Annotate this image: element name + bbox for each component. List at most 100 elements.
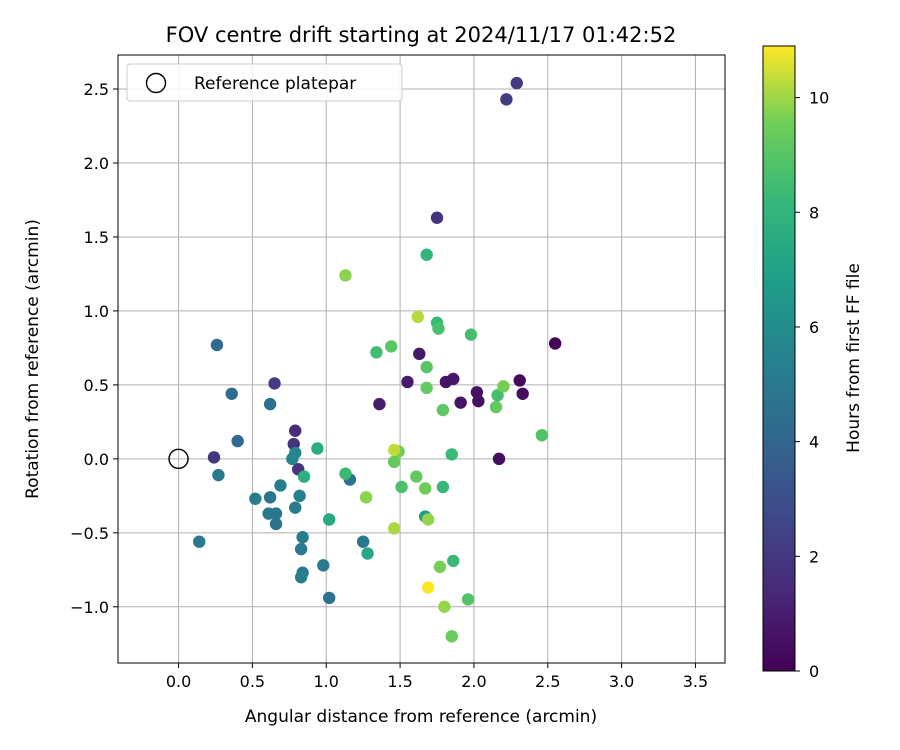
x-tick-label: 2.0 (461, 672, 486, 691)
scatter-point (359, 491, 373, 504)
plot-frame (117, 54, 726, 664)
chart-title: FOV centre drift starting at 2024/11/17 … (166, 23, 677, 47)
y-axis-label: Rotation from reference (arcmin) (23, 219, 43, 499)
colorbar: 0 2 4 6 8 10 Hours from first FF file (762, 45, 864, 681)
scatter-point (548, 337, 562, 350)
scatter-point (289, 501, 302, 514)
scatter-point (317, 559, 330, 572)
scatter-point (489, 400, 503, 414)
scatter-point (420, 381, 433, 395)
colorbar-tick-label: 2 (809, 547, 819, 566)
legend-box (126, 63, 403, 102)
scatter-point (249, 492, 262, 505)
scatter-point (373, 397, 386, 411)
scatter-point (445, 630, 458, 643)
scatter-point (420, 248, 433, 261)
scatter-point (387, 443, 401, 457)
scatter-point (269, 517, 283, 531)
scatter-point (210, 338, 224, 352)
reference-platepar-marker (168, 448, 189, 470)
scatter-point (370, 346, 383, 359)
scatter-point (339, 269, 352, 282)
scatter-point (385, 340, 398, 353)
scatter-point (535, 428, 549, 442)
y-axis-ticks: −1.0 −0.5 0.0 0.5 1.0 1.5 2.0 2.5 (70, 80, 118, 617)
scatter-point (268, 377, 281, 390)
scatter-point (387, 522, 401, 535)
scatter-point (413, 347, 426, 361)
scatter-point (472, 394, 485, 408)
colorbar-tick-label: 10 (809, 89, 829, 108)
x-tick-label: 1.0 (314, 672, 339, 691)
scatter-point (433, 560, 447, 574)
scatter-point (356, 535, 370, 548)
scatter-point (430, 211, 444, 224)
scatter-point (500, 93, 513, 106)
scatter-point (491, 389, 504, 402)
x-tick-label: 0.5 (240, 672, 265, 691)
scatter-point (418, 482, 432, 495)
y-tick-label: −0.5 (70, 524, 109, 543)
colorbar-tick-label: 6 (809, 318, 819, 337)
scatter-point (297, 470, 311, 483)
scatter-point (438, 600, 451, 613)
scatter-point (445, 448, 458, 461)
scatter-point (293, 489, 306, 503)
y-tick-label: 0.5 (84, 376, 109, 395)
scatter-point (464, 328, 478, 341)
scatter-point (387, 455, 401, 469)
scatter-point (513, 374, 526, 387)
scatter-point (454, 396, 467, 409)
x-tick-label: 3.0 (609, 672, 634, 691)
scatter-point (516, 387, 529, 400)
scatter-point (225, 387, 238, 400)
scatter-point (289, 424, 302, 437)
y-tick-label: 0.0 (84, 450, 109, 469)
scatter-point (212, 468, 225, 482)
scatter-point (436, 480, 450, 494)
scatter-point (289, 446, 302, 460)
colorbar-label: Hours from first FF file (844, 263, 864, 453)
scatter-point (361, 547, 374, 560)
legend: Reference platepar (126, 63, 403, 102)
y-tick-label: −1.0 (70, 598, 109, 617)
scatter-point (339, 467, 352, 480)
scatter-point (322, 513, 336, 526)
colorbar-ticks: 0 2 4 6 8 10 (795, 89, 829, 681)
colorbar-tick-label: 8 (809, 203, 819, 222)
reference-marker (168, 448, 189, 470)
legend-marker-open-circle (145, 72, 167, 94)
y-tick-label: 1.5 (84, 228, 109, 247)
scatter-point (497, 380, 510, 393)
scatter-point (461, 593, 475, 606)
scatter-point (231, 434, 244, 448)
scatter-point (432, 322, 445, 335)
scatter-point (296, 531, 309, 544)
scatter-point (510, 76, 523, 90)
scatter-point (421, 513, 435, 526)
scatter-point (395, 480, 408, 494)
x-tick-label: 0.0 (166, 672, 191, 691)
scatter-point (411, 310, 425, 324)
colorbar-tick-label: 4 (809, 433, 819, 452)
scatter-point (447, 554, 460, 568)
x-tick-label: 1.5 (387, 672, 412, 691)
scatter-point (294, 570, 308, 584)
scatter-point (274, 479, 287, 492)
y-tick-label: 1.0 (84, 302, 109, 321)
scatter-point (421, 581, 435, 594)
scatter-point (263, 397, 277, 411)
scatter-point (410, 470, 423, 483)
scatter-point (294, 542, 308, 556)
scatter-point (263, 491, 277, 504)
x-axis-ticks: 0.0 0.5 1.0 1.5 2.0 2.5 3.0 3.5 (166, 663, 708, 691)
scatter-point (322, 591, 336, 605)
x-tick-label: 2.5 (535, 672, 560, 691)
scatter-point (492, 452, 506, 466)
legend-entry-label: Reference platepar (194, 74, 356, 94)
scatter-point (420, 360, 433, 374)
colorbar-gradient (762, 45, 796, 672)
scatter-point (311, 442, 324, 455)
scatter-point (439, 375, 453, 389)
